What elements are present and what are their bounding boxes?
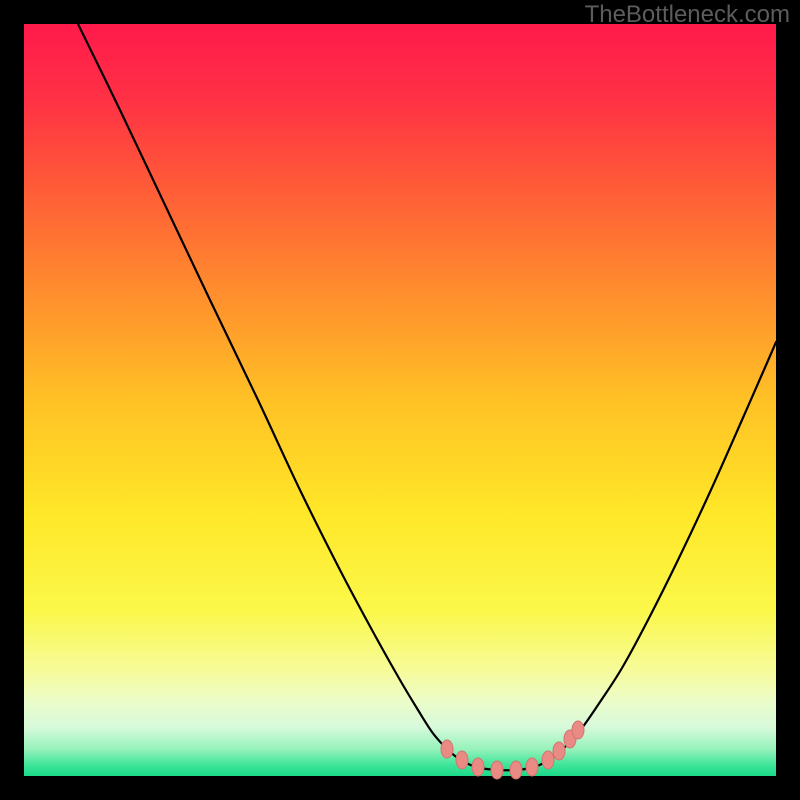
watermark-text: TheBottleneck.com (585, 1, 790, 29)
curve-marker (526, 758, 538, 776)
chart-svg (0, 0, 800, 800)
curve-marker (553, 742, 565, 760)
curve-marker (572, 721, 584, 739)
curve-marker (491, 761, 503, 779)
curve-marker (456, 751, 468, 769)
curve-marker (542, 751, 554, 769)
chart-root: TheBottleneck.com (0, 0, 800, 800)
curve-marker (472, 758, 484, 776)
curve-markers-group (441, 721, 584, 779)
curve-marker (441, 740, 453, 758)
curve-marker (510, 761, 522, 779)
bottleneck-curve (78, 24, 776, 770)
